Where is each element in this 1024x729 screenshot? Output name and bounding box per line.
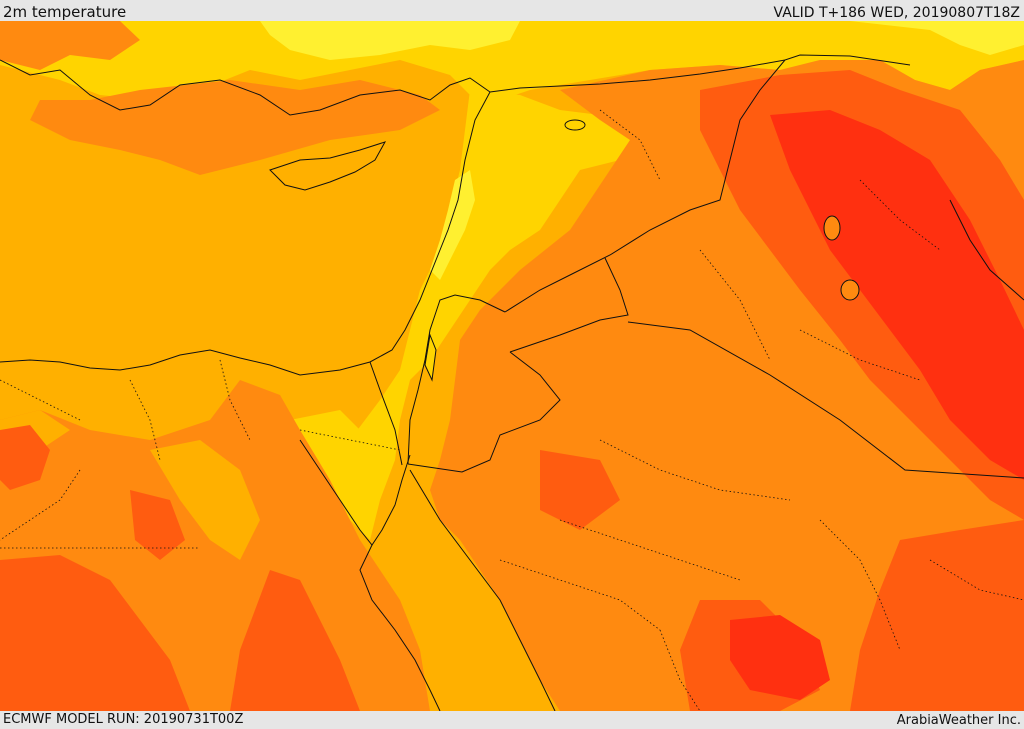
lake-tharthar xyxy=(823,215,841,241)
map-title: 2m temperature xyxy=(3,3,127,21)
dead-sea xyxy=(424,333,437,382)
valid-time: VALID T+186 WED, 20190807T18Z xyxy=(773,5,1020,21)
field-sinai-yellow xyxy=(290,410,370,520)
borders xyxy=(369,54,1024,479)
credit: ArabiaWeather Inc. xyxy=(896,713,1021,728)
temperature-map xyxy=(0,21,1024,711)
field-saudi-red xyxy=(730,615,830,700)
coastlines xyxy=(0,59,1024,711)
lake-razzaza xyxy=(840,279,860,301)
field-arabia-deep xyxy=(540,450,1024,711)
jordan-saudi-border xyxy=(509,257,629,353)
jordan-east xyxy=(407,351,561,473)
syria-iraq-border xyxy=(504,59,786,313)
map-panel xyxy=(0,21,1024,711)
egypt-israel xyxy=(369,361,403,466)
syria-turkey-border xyxy=(489,54,911,93)
province-borders xyxy=(0,109,1024,711)
footer-bar: ECMWF MODEL RUN: 20190731T00Z ArabiaWeat… xyxy=(0,711,1024,729)
field-north-yellow xyxy=(0,21,1024,100)
field-north-pale xyxy=(260,21,1024,60)
red-sea-east xyxy=(409,469,556,711)
field-levant-pale xyxy=(430,170,475,280)
field-turkey-orange xyxy=(0,21,440,175)
field-egypt-deep xyxy=(0,425,360,711)
gulf-coast xyxy=(949,199,1024,301)
field-iraq-red xyxy=(770,110,1024,480)
turkey-coast xyxy=(0,59,491,116)
header-bar: 2m temperature VALID T+186 WED, 20190807… xyxy=(0,0,1024,21)
model-run: ECMWF MODEL RUN: 20190731T00Z xyxy=(3,712,244,727)
field-egypt-yellow-1 xyxy=(150,440,260,560)
lake-assad xyxy=(564,119,586,131)
levant-egypt-coast xyxy=(0,91,491,376)
field-levant-yellow xyxy=(330,90,640,540)
saudi-iraq-border xyxy=(627,321,1024,479)
red-sea-west xyxy=(359,544,441,711)
jordan-border xyxy=(407,294,506,465)
cyprus-coast xyxy=(269,141,387,191)
